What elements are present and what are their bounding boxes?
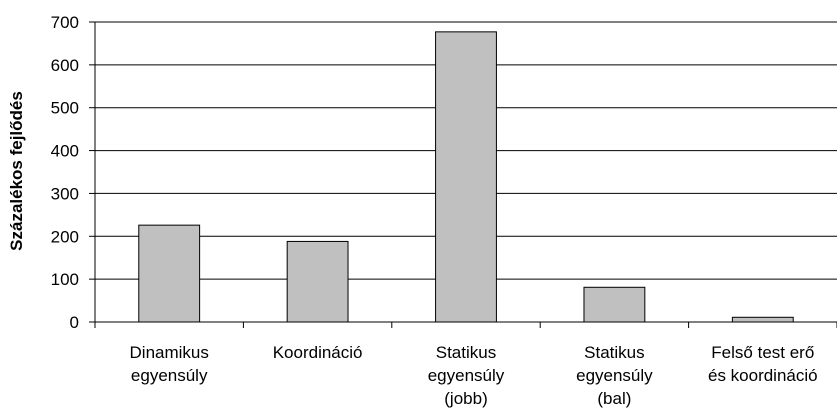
x-category-label-2-line-0: Statikus [436,343,496,362]
bar-2 [435,31,497,323]
bar-4 [731,316,794,323]
bar-0 [138,224,201,323]
x-category-label-3-line-0: Statikus [584,343,644,362]
x-category-label-3-line-1: egyensúly [576,366,653,385]
x-category-label-3: Statikus egyensúly (bal) [576,343,653,408]
y-tick-label-200: 200 [51,227,79,246]
y-tick-label-600: 600 [51,56,79,75]
bar-3 [583,286,646,323]
y-tick-label-500: 500 [51,99,79,118]
x-category-label-3-line-2: (bal) [597,389,631,408]
x-category-label-4-line-0: Felső test erő [711,343,814,362]
x-category-labels: Dinamikus egyensúly Koordináció Statikus egy… [130,343,818,408]
y-tick-label-400: 400 [51,142,79,161]
y-tick-label-700: 700 [51,13,79,32]
bars [138,31,794,323]
x-category-label-0: Dinamikus egyensúly [130,343,209,385]
bar-1 [286,240,349,323]
axes [89,21,837,328]
x-category-label-0-line-1: egyensúly [131,366,208,385]
x-category-label-4: Felső test erő és koordináció [708,343,818,385]
y-tick-labels: 0 100 200 300 400 500 600 700 [51,13,79,332]
x-category-label-0-line-0: Dinamikus [130,343,209,362]
x-category-label-2-line-1: egyensúly [428,366,505,385]
x-category-label-2: Statikus egyensúly (jobb) [428,343,505,408]
x-category-label-4-line-1: és koordináció [708,366,818,385]
y-tick-label-0: 0 [70,313,79,332]
y-axis-title: Százalékos fejlődés [7,91,26,251]
x-category-label-2-line-2: (jobb) [444,389,487,408]
y-tick-label-100: 100 [51,270,79,289]
x-category-label-1: Koordináció [273,343,363,362]
x-category-label-1-line-0: Koordináció [273,343,363,362]
y-tick-label-300: 300 [51,184,79,203]
